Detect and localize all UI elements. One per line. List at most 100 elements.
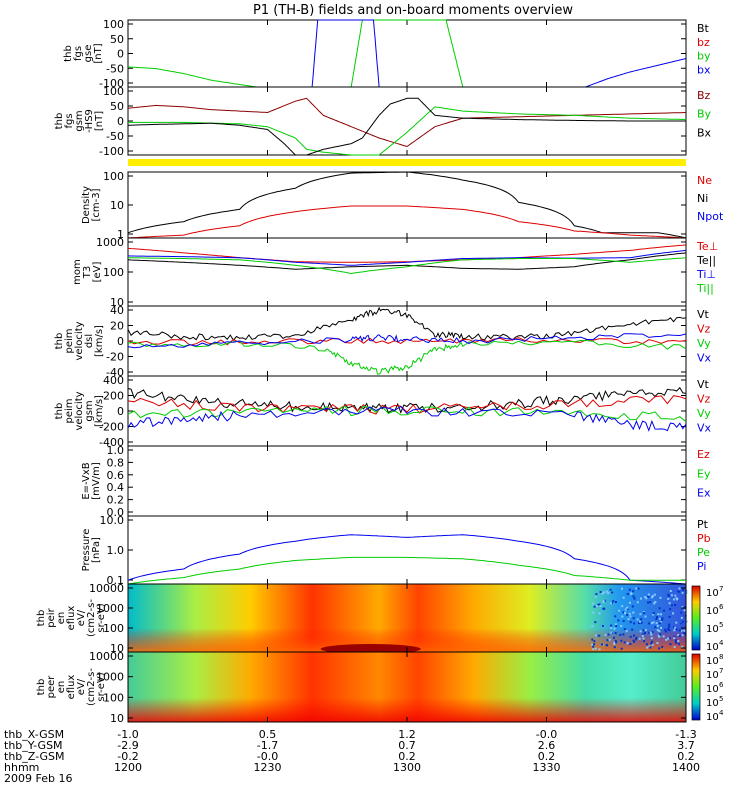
series-Vy-line: [127, 405, 687, 423]
ephemeris-value: 1400: [672, 761, 700, 774]
y-tick-label: 0.6: [107, 469, 125, 482]
y-tick-label: -400: [99, 436, 124, 449]
y-axis-label: velocity: [74, 321, 85, 360]
legend-entry: Ey: [697, 467, 711, 480]
ephemeris-value: 0.2: [398, 750, 416, 763]
ephemeris-value: 1.2: [398, 728, 416, 741]
panel-frame: [127, 375, 687, 447]
legend-entry: bz: [697, 36, 710, 49]
y-axis-label: [cm-3]: [91, 188, 102, 221]
panel-efield: 1.00.80.60.40.20.0 E=-VxB [mV/m] Ez Ey Ex: [81, 444, 711, 519]
series-Pe-line: [127, 556, 686, 585]
ephemeris-value: 1330: [533, 761, 561, 774]
legend-entry: Te⊥: [696, 240, 718, 253]
ephemeris-value: 1200: [114, 761, 142, 774]
legend-entry: Te||: [696, 254, 716, 267]
legend-entry: Ti⊥: [696, 268, 716, 281]
series-Ni-line: [127, 171, 687, 239]
series-By-line: [128, 106, 687, 156]
y-tick-label: 0.4: [107, 481, 125, 494]
ephemeris-value: -0.0: [257, 750, 278, 763]
ephemeris-row-label: thb_Y-GSM: [4, 739, 63, 752]
series-Ti||-line: [127, 257, 687, 275]
panel-frame: [127, 19, 687, 88]
colorbar-exponent: 5: [719, 621, 723, 629]
ephemeris-value: 0.2: [677, 750, 695, 763]
colorbar: [691, 653, 701, 721]
colorbar: [691, 585, 701, 651]
y-tick-label: 100: [103, 691, 124, 704]
colorbar-tick: 10: [706, 698, 719, 709]
y-axis-label: en: [56, 612, 67, 625]
y-axis-label: [nPa]: [91, 537, 102, 563]
legend-entry: Ne: [697, 174, 712, 187]
y-axis-label: peer: [46, 675, 57, 699]
y-axis-label: mom: [72, 259, 83, 285]
y-tick-label: 10.0: [100, 514, 125, 527]
ephemeris-value: -0.0: [536, 728, 557, 741]
y-tick-label: 0: [117, 405, 124, 418]
y-tick-label: 50: [110, 33, 124, 46]
colorbar-exponent: 6: [719, 681, 724, 689]
date-label: 2009 Feb 16: [4, 772, 72, 785]
y-tick-label: 0: [117, 335, 124, 348]
legend-entry: Bt: [697, 22, 710, 35]
colorbar-tick: 10: [706, 624, 719, 635]
colorbar-tick: 10: [706, 588, 719, 599]
y-tick-label: -200: [99, 421, 124, 434]
legend-entry: Ez: [697, 448, 710, 461]
colorbar-tick: 10: [706, 712, 719, 723]
colorbar-exponent: 5: [719, 695, 723, 703]
legend-entry: Npot: [697, 210, 724, 223]
legend-entry: Pe: [697, 546, 710, 559]
y-axis-label: gse: [83, 45, 94, 63]
legend-entry: Vy: [697, 337, 711, 350]
colorbar-exponent: 4: [719, 709, 724, 717]
ephemeris-row-label: hhmm: [4, 761, 39, 774]
legend-entry: Pt: [697, 518, 709, 531]
ephemeris-value: -1.0: [117, 728, 138, 741]
y-axis-label: eflux: [66, 606, 77, 631]
legend-entry: by: [697, 50, 711, 63]
panel-frame: [127, 445, 687, 517]
series-Bz-line: [127, 97, 687, 148]
y-axis-label: [nT]: [93, 43, 104, 63]
ephemeris-value: -1.3: [675, 728, 696, 741]
panel-frame: [127, 515, 687, 585]
colorbar-tick: 10: [706, 642, 719, 653]
colorbar-tick: 10: [706, 606, 719, 617]
y-axis-label: thb: [54, 403, 65, 420]
legend-entry: Ti||: [696, 282, 714, 295]
series-Vt-line: [127, 306, 687, 341]
y-tick-label: -100: [99, 77, 124, 90]
ephemeris-table: thb_X-GSM -1.0 0.5 1.2 -0.0 -1.3 thb_Y-GSM -2.9…: [4, 728, 700, 785]
series-bx-line: [311, 19, 385, 88]
y-tick-label: -50: [106, 62, 124, 75]
y-tick-label: 100: [103, 85, 124, 98]
ephemeris-value: 3.7: [677, 739, 695, 752]
y-axis-label: sr-eV): [96, 603, 107, 632]
panel-fgs-gsm: 100 50 0 -50 -100 thb fgs gsm -HS9 [nT] Bz By Bx: [54, 85, 712, 158]
legend-entry: Ni: [697, 192, 708, 205]
y-axis-label: thb: [36, 610, 47, 627]
ephemeris-value: 0.2: [538, 750, 556, 763]
y-axis-label: thb: [63, 45, 74, 62]
colorbar-tick: 10: [706, 656, 719, 667]
mode-bar: [128, 159, 686, 166]
y-axis-label: velocity: [74, 391, 85, 430]
colorbar-exponent: 4: [719, 639, 724, 647]
y-tick-label: -100: [99, 145, 124, 158]
y-tick-label: 0: [117, 115, 124, 128]
series-Pi-line: [127, 534, 687, 585]
y-tick-label: 40: [110, 304, 124, 317]
y-axis-label: peir: [46, 607, 57, 627]
colorbar-exponent: 7: [719, 585, 723, 593]
y-axis-label: [eV]: [92, 262, 103, 283]
y-tick-label: 1000: [96, 602, 124, 615]
y-axis-label: sr-eV): [96, 672, 107, 701]
series-Vx-line: [127, 333, 687, 349]
y-axis-label: Pressure: [81, 529, 92, 572]
